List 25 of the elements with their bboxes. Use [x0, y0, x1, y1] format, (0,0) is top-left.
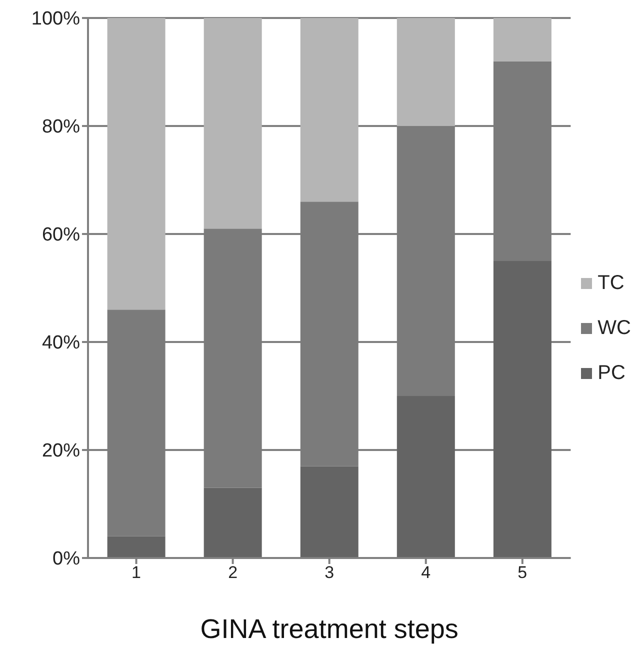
x-tick-label: 3	[324, 563, 334, 582]
y-tick-label: 80%	[42, 116, 80, 138]
x-tick-label: 2	[228, 563, 238, 582]
x-tick-label: 5	[518, 563, 528, 582]
bar	[396, 18, 455, 126]
y-tick-label: 100%	[31, 8, 80, 30]
bar	[107, 536, 166, 558]
y-tick-label: 60%	[42, 224, 80, 246]
legend-label: PC	[598, 362, 626, 384]
x-tick-label: 1	[132, 563, 141, 582]
y-tick-label: 20%	[42, 440, 80, 462]
y-tick-label: 40%	[42, 332, 80, 354]
x-axis-title: GINA treatment steps	[200, 614, 458, 644]
legend-label: TC	[598, 272, 624, 294]
legend-label: WC	[598, 316, 631, 340]
bar	[493, 18, 552, 62]
bar	[204, 488, 262, 558]
x-tick-label: 4	[421, 563, 431, 582]
y-tick-label: 0%	[52, 548, 80, 570]
bar	[204, 18, 262, 229]
bar	[396, 396, 455, 558]
bar	[300, 466, 358, 558]
bar	[300, 18, 358, 202]
bar	[107, 18, 166, 310]
bar	[493, 261, 552, 558]
